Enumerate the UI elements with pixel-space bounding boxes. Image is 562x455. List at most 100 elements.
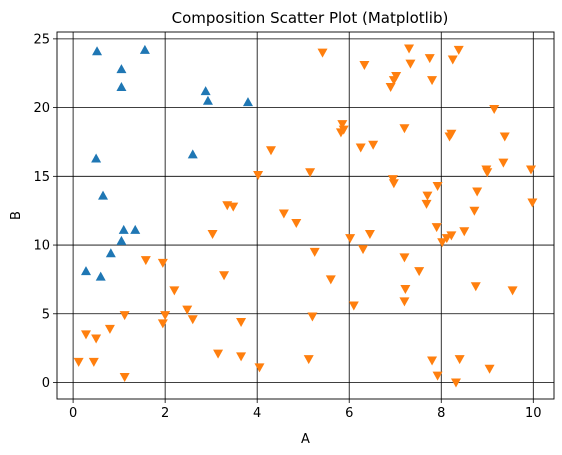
orange-triangle-down-point [91, 334, 102, 344]
plot-area [57, 32, 554, 399]
x-tick-label: 4 [253, 406, 261, 421]
orange-triangle-down-point [432, 371, 443, 381]
orange-triangle-down-point [337, 120, 348, 130]
orange-triangle-down-point [404, 44, 415, 54]
y-axis-label: B [9, 211, 24, 220]
orange-triangle-down-point [437, 238, 448, 248]
orange-triangle-down-point [325, 275, 336, 285]
blue-triangle-up-point [187, 149, 198, 159]
orange-triangle-down-point [385, 82, 396, 92]
orange-triangle-down-point [119, 373, 130, 383]
orange-triangle-down-point [305, 168, 316, 178]
orange-triangle-down-point [335, 128, 346, 138]
y-tick-label: 15 [33, 170, 50, 185]
blue-triangle-up-point [98, 190, 109, 200]
x-tick-label: 6 [345, 406, 353, 421]
orange-triangle-down-point [484, 364, 495, 374]
blue-triangle-up-point [91, 153, 102, 163]
plot-frame [56, 31, 555, 400]
orange-triangle-down-point [446, 231, 457, 241]
orange-triangle-down-point [265, 146, 276, 156]
orange-triangle-down-point [219, 271, 230, 281]
blue-triangle-up-point [116, 81, 127, 91]
y-tick-label: 0 [42, 376, 50, 391]
orange-triangle-down-point [119, 311, 130, 321]
orange-triangle-down-point [427, 356, 438, 366]
orange-triangle-down-point [187, 315, 198, 325]
orange-triangle-down-point [441, 234, 452, 244]
blue-triangle-up-point [130, 224, 141, 234]
orange-triangle-down-point [157, 258, 168, 268]
orange-triangle-down-point [498, 158, 509, 168]
blue-triangle-up-point [139, 44, 150, 54]
x-tick-label: 10 [525, 406, 542, 421]
orange-triangle-down-point [422, 191, 433, 201]
x-tick-label: 0 [69, 406, 77, 421]
orange-triangle-down-point [236, 352, 247, 362]
orange-triangle-down-point [431, 223, 442, 233]
orange-triangle-down-point [348, 301, 359, 311]
orange-triangle-down-point [391, 71, 402, 81]
orange-triangle-down-point [405, 59, 416, 69]
orange-triangle-down-point [104, 324, 115, 334]
orange-triangle-down-point [453, 45, 464, 55]
orange-triangle-down-point [228, 202, 239, 212]
axis-ticks: 0 2 4 6 8 10 0 5 10 15 20 25 [33, 32, 541, 421]
orange-triangle-down-point [388, 179, 399, 189]
orange-triangle-down-point [399, 297, 410, 307]
orange-triangle-down-point [507, 286, 518, 296]
orange-triangle-down-point [364, 230, 375, 240]
orange-triangle-down-point [368, 140, 379, 150]
orange-triangle-down-point [421, 199, 432, 209]
orange-triangle-down-point [345, 234, 356, 244]
blue-triangle-up-point [95, 271, 106, 281]
orange-triangle-down-point [399, 253, 410, 263]
orange-triangle-down-point [525, 165, 536, 175]
orange-triangle-down-point [489, 104, 500, 114]
orange-triangle-down-point [399, 124, 410, 134]
orange-triangle-down-point [427, 76, 438, 86]
orange-triangle-down-point [358, 245, 369, 255]
orange-triangle-down-point [355, 143, 366, 153]
orange-triangle-down-point [213, 349, 224, 359]
y-tick-label: 20 [33, 101, 50, 116]
orange-triangle-down-point [499, 132, 510, 142]
orange-triangle-down-point [444, 132, 455, 142]
orange-triangle-down-point [472, 187, 483, 197]
blue-triangle-up-point [116, 235, 127, 245]
orange-triangle-down-point [80, 330, 91, 340]
blue-triangle-up-point [202, 95, 213, 105]
x-axis-label: A [301, 432, 310, 447]
chart-title: Composition Scatter Plot (Matplotlib) [172, 9, 449, 27]
blue-triangle-up-point [116, 64, 127, 74]
orange-triangle-down-point [291, 219, 302, 229]
orange-triangle-down-point [454, 355, 465, 365]
orange-triangle-down-point [303, 355, 314, 365]
orange-triangle-down-point [414, 267, 425, 277]
orange-triangle-down-point [400, 285, 411, 295]
orange-triangle-down-point [309, 247, 320, 257]
orange-triangle-down-point [450, 378, 461, 388]
y-tick-label: 25 [33, 32, 50, 47]
orange-triangle-down-point [73, 357, 84, 367]
orange-triangle-down-point [236, 318, 247, 328]
orange-triangle-down-point [317, 48, 328, 58]
orange-triangle-down-point [169, 286, 180, 296]
orange-triangle-down-point [359, 60, 370, 70]
orange-triangle-down-point [469, 206, 480, 216]
blue-triangle-up-point [242, 97, 253, 107]
gridlines [57, 32, 554, 399]
orange-triangle-down-point [253, 170, 264, 180]
blue-triangle-up-point [92, 46, 103, 56]
orange-triangle-down-point [278, 209, 289, 219]
orange-triangle-down-point [447, 55, 458, 65]
orange-triangle-down-point [432, 181, 443, 191]
orange-triangle-down-point [157, 319, 168, 329]
blue-triangle-up-point [80, 266, 91, 276]
blue-triangle-up-point [118, 224, 129, 234]
x-tick-label: 2 [161, 406, 169, 421]
blue-triangle-up-point [200, 86, 211, 96]
orange-triangle-down-point [482, 168, 493, 178]
orange-triangle-down-point [140, 256, 151, 266]
